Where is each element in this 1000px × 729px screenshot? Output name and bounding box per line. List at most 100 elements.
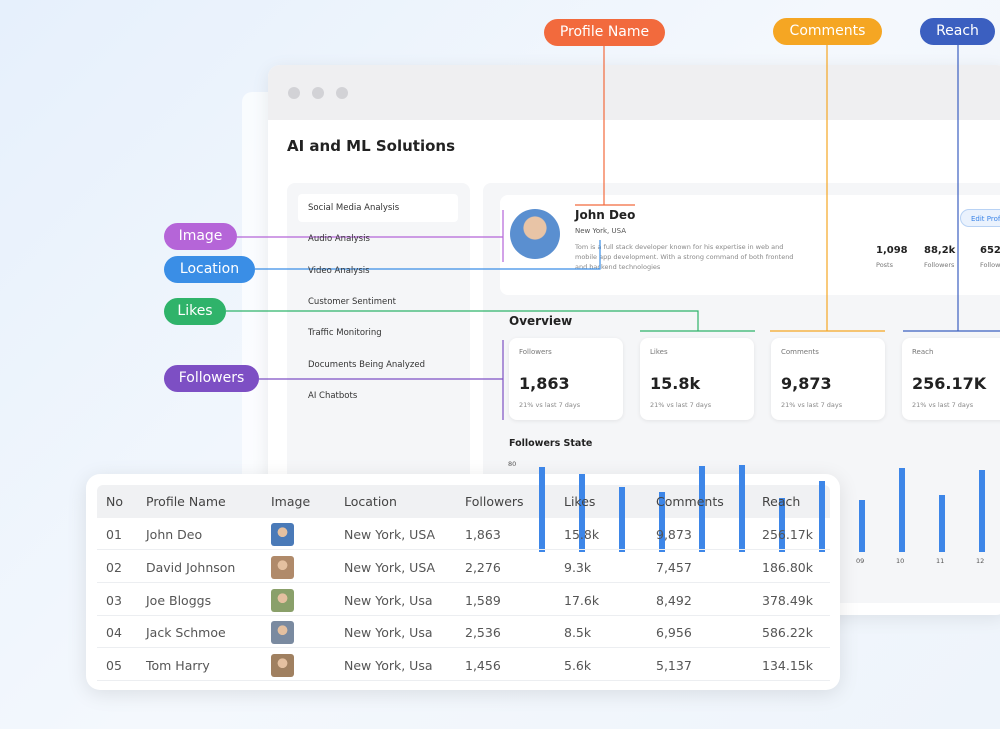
card-label: Comments [781,348,819,356]
row-avatar [271,654,294,678]
table-cell: New York, USA [344,527,436,542]
table-cell: 04 [106,625,122,641]
bar [699,466,705,552]
table-cell: 9.3k [564,559,592,575]
card-change: 21% vs last 7 days [650,401,712,409]
table-cell: 5,137 [656,658,692,674]
table-header-cell: No [106,494,123,509]
table-cell: 2,536 [465,625,501,641]
stat-value: 1,098 [876,245,908,256]
profile-card [500,195,1000,295]
callout-profile-name: Profile Name [544,19,665,46]
table-header-cell: Profile Name [146,494,226,509]
table-cell: 8,492 [656,592,692,608]
bar [539,467,545,552]
x-tick-label: 12 [976,557,985,565]
edit-profile-button[interactable]: Edit Profile [960,209,1000,227]
sidebar-item[interactable]: Social Media Analysis [298,194,458,222]
y-tick-label: 80 [508,460,517,468]
stat-value: 88,2k [924,245,956,256]
table-cell: 7,457 [656,559,692,575]
sidebar-item[interactable]: Video Analysis [308,265,370,276]
bar [619,486,625,552]
bar [939,495,945,552]
table-cell: 1,456 [465,658,501,674]
overview-card [771,338,885,420]
callout-likes: Likes [164,298,226,325]
card-label: Reach [912,348,934,356]
sidebar [287,183,470,483]
bar [739,465,745,552]
table-cell: 134.15k [762,658,813,674]
table-cell: 17.6k [564,592,600,608]
table-cell: 05 [106,658,122,674]
x-tick-label: 10 [896,557,905,565]
table-cell: 8.5k [564,625,592,641]
table-cell: 186.80k [762,559,813,575]
sidebar-item[interactable]: Customer Sentiment [308,296,396,307]
card-change: 21% vs last 7 days [912,401,974,409]
card-value: 9,873 [781,374,832,393]
sidebar-item[interactable]: Audio Analysis [308,234,370,245]
stat-label: Followers [924,261,955,269]
bar [779,497,785,552]
overview-title: Overview [509,314,573,328]
profile-bio: Tom is a full stack developer known for … [575,243,794,271]
table-cell: New York, Usa [344,658,433,674]
table-row [97,649,830,682]
table-cell: 15.8k [564,527,600,542]
table-header-cell: Location [344,494,397,509]
title-bar [268,65,1000,120]
table-header-cell: Image [271,494,311,509]
card-change: 21% vs last 7 days [781,401,843,409]
callout-comments: Comments [773,18,882,45]
table-cell: 2,276 [465,559,501,575]
table-row [97,518,830,550]
sidebar-item[interactable]: Documents Being Analyzed [308,359,425,370]
table-cell: New York, USA [344,559,436,575]
table-cell: 03 [106,592,122,608]
table-cell: 1,589 [465,592,501,608]
window-title: AI and ML Solutions [287,137,456,155]
table-cell: David Johnson [146,559,236,575]
stat-label: Following [980,261,1000,269]
bar [819,481,825,552]
table-cell: 256.17k [762,527,813,542]
bar [859,499,865,552]
table-row [97,584,830,616]
table-row [97,551,830,583]
table-header [97,485,830,518]
profile-avatar [510,209,560,259]
table-cell: 586.22k [762,625,813,641]
callout-followers: Followers [164,365,259,392]
table-cell: 5.6k [564,658,592,674]
bar [659,492,665,552]
sidebar-item[interactable]: Traffic Monitoring [308,328,382,339]
callout-location: Location [164,256,255,283]
table-row [97,616,830,649]
sidebar-item[interactable]: AI Chatbots [308,390,358,401]
table-cell: New York, Usa [344,592,433,608]
x-tick-label: 09 [856,557,865,565]
table-cell: Joe Bloggs [146,592,212,608]
chart-title: Followers State [509,438,593,449]
card-label: Followers [519,348,552,356]
table-cell: New York, Usa [344,625,433,641]
stat-label: Posts [876,261,893,269]
overview-card [640,338,754,420]
card-label: Likes [650,348,668,356]
table-cell: 6,956 [656,625,692,641]
row-avatar [271,588,294,612]
table-header-cell: Likes [564,494,596,509]
x-tick-label: 11 [936,557,945,565]
table-header-cell: Comments [656,494,724,509]
table-cell: 01 [106,527,122,542]
card-value: 15.8k [650,374,701,393]
bar [579,473,585,552]
card-value: 256.17K [912,374,987,393]
bar [899,468,905,552]
overview-card [509,338,623,420]
row-avatar [271,621,294,645]
